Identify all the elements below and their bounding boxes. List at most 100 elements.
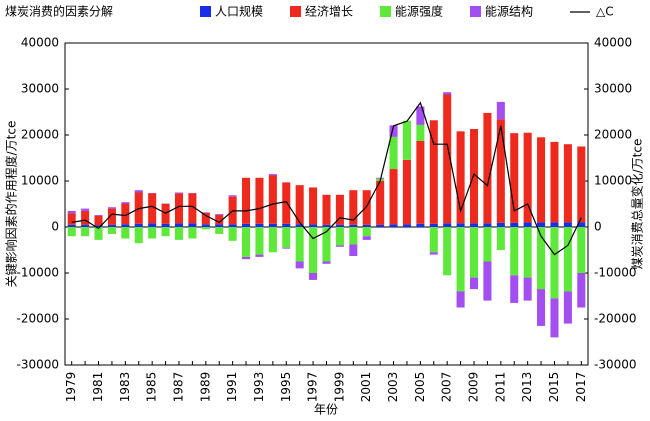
bar	[68, 225, 76, 227]
legend-swatch	[380, 6, 391, 17]
bar	[202, 213, 210, 225]
bar	[309, 273, 317, 280]
bar	[282, 182, 290, 223]
bar	[363, 236, 371, 240]
bar	[443, 223, 451, 227]
legend-swatch	[290, 6, 301, 17]
bar	[309, 224, 317, 227]
bar	[443, 92, 451, 94]
bar	[188, 223, 196, 227]
y2-tick-label: -30000	[594, 358, 637, 372]
bar	[215, 214, 223, 215]
bar	[403, 224, 411, 227]
legend-label: 能源结构	[485, 4, 533, 19]
bar	[524, 222, 532, 227]
bar	[470, 227, 478, 278]
legend-label: △C	[596, 5, 614, 19]
legend-label: 经济增长	[305, 4, 353, 19]
bar	[322, 225, 330, 227]
bar	[416, 141, 424, 224]
bar	[416, 106, 424, 124]
bar	[336, 225, 344, 227]
bar	[577, 227, 585, 273]
bar	[483, 262, 491, 301]
x-tick-label: 1991	[225, 372, 239, 403]
bar	[108, 225, 116, 227]
y2-tick-label: -10000	[594, 266, 637, 280]
legend-swatch	[200, 6, 211, 17]
bar	[550, 222, 558, 227]
bar	[537, 137, 545, 222]
y2-tick-label: -20000	[594, 312, 637, 326]
bar	[242, 224, 250, 227]
bar	[108, 227, 116, 234]
bar	[416, 224, 424, 227]
bar	[550, 298, 558, 337]
bar	[483, 227, 491, 262]
bar	[349, 227, 357, 244]
y2-tick-label: 10000	[594, 174, 632, 188]
bar	[282, 248, 290, 249]
x-tick-label: 1979	[64, 372, 78, 403]
bar	[550, 227, 558, 298]
bar	[108, 207, 116, 208]
x-tick-label: 1981	[91, 372, 105, 403]
y2-tick-label: 30000	[594, 82, 632, 96]
bar	[430, 227, 438, 252]
bar	[282, 227, 290, 248]
bar	[457, 227, 465, 291]
y-tick-label: 40000	[21, 36, 59, 50]
x-tick-label: 2015	[547, 372, 561, 403]
x-tick-label: 2013	[520, 372, 534, 403]
y2-tick-label: 0	[594, 220, 602, 234]
y2-tick-label: 40000	[594, 36, 632, 50]
bar	[229, 224, 237, 227]
bar	[81, 227, 89, 236]
bar	[296, 262, 304, 269]
bar	[68, 213, 76, 225]
x-tick-label: 1989	[198, 372, 212, 403]
x-tick-label: 1987	[171, 372, 185, 403]
bar	[255, 224, 263, 227]
x-tick-label: 2001	[359, 372, 373, 403]
bar	[537, 289, 545, 326]
bar	[296, 227, 304, 262]
bar	[537, 222, 545, 227]
bar	[510, 223, 518, 227]
x-tick-label: 1985	[145, 372, 159, 403]
bar	[349, 225, 357, 227]
x-tick-label: 2007	[440, 372, 454, 403]
bar	[564, 222, 572, 227]
bar	[229, 227, 237, 241]
bar	[336, 245, 344, 246]
y2-tick-label: 20000	[594, 128, 632, 142]
bar	[269, 175, 277, 223]
bar	[68, 211, 76, 213]
y-tick-label: 20000	[21, 128, 59, 142]
x-tick-label: 2005	[413, 372, 427, 403]
bar	[363, 225, 371, 227]
bar	[510, 275, 518, 303]
y-tick-label: -30000	[16, 358, 59, 372]
bar	[135, 190, 143, 192]
bar	[524, 227, 532, 278]
bar	[497, 102, 505, 119]
bar	[430, 252, 438, 254]
bar	[229, 195, 237, 196]
bar	[255, 227, 263, 255]
bar	[564, 144, 572, 222]
bar	[95, 215, 103, 216]
bar	[162, 227, 170, 236]
bar	[550, 142, 558, 223]
bar	[175, 193, 183, 194]
bar	[309, 227, 317, 273]
x-tick-label: 1997	[306, 372, 320, 403]
bar	[430, 224, 438, 227]
bar	[564, 291, 572, 323]
x-tick-label: 1983	[118, 372, 132, 403]
bar	[81, 209, 89, 211]
bar	[95, 216, 103, 225]
y2-axis-label: 煤炭消费总量变化/万tce	[630, 139, 645, 270]
bar	[175, 223, 183, 227]
